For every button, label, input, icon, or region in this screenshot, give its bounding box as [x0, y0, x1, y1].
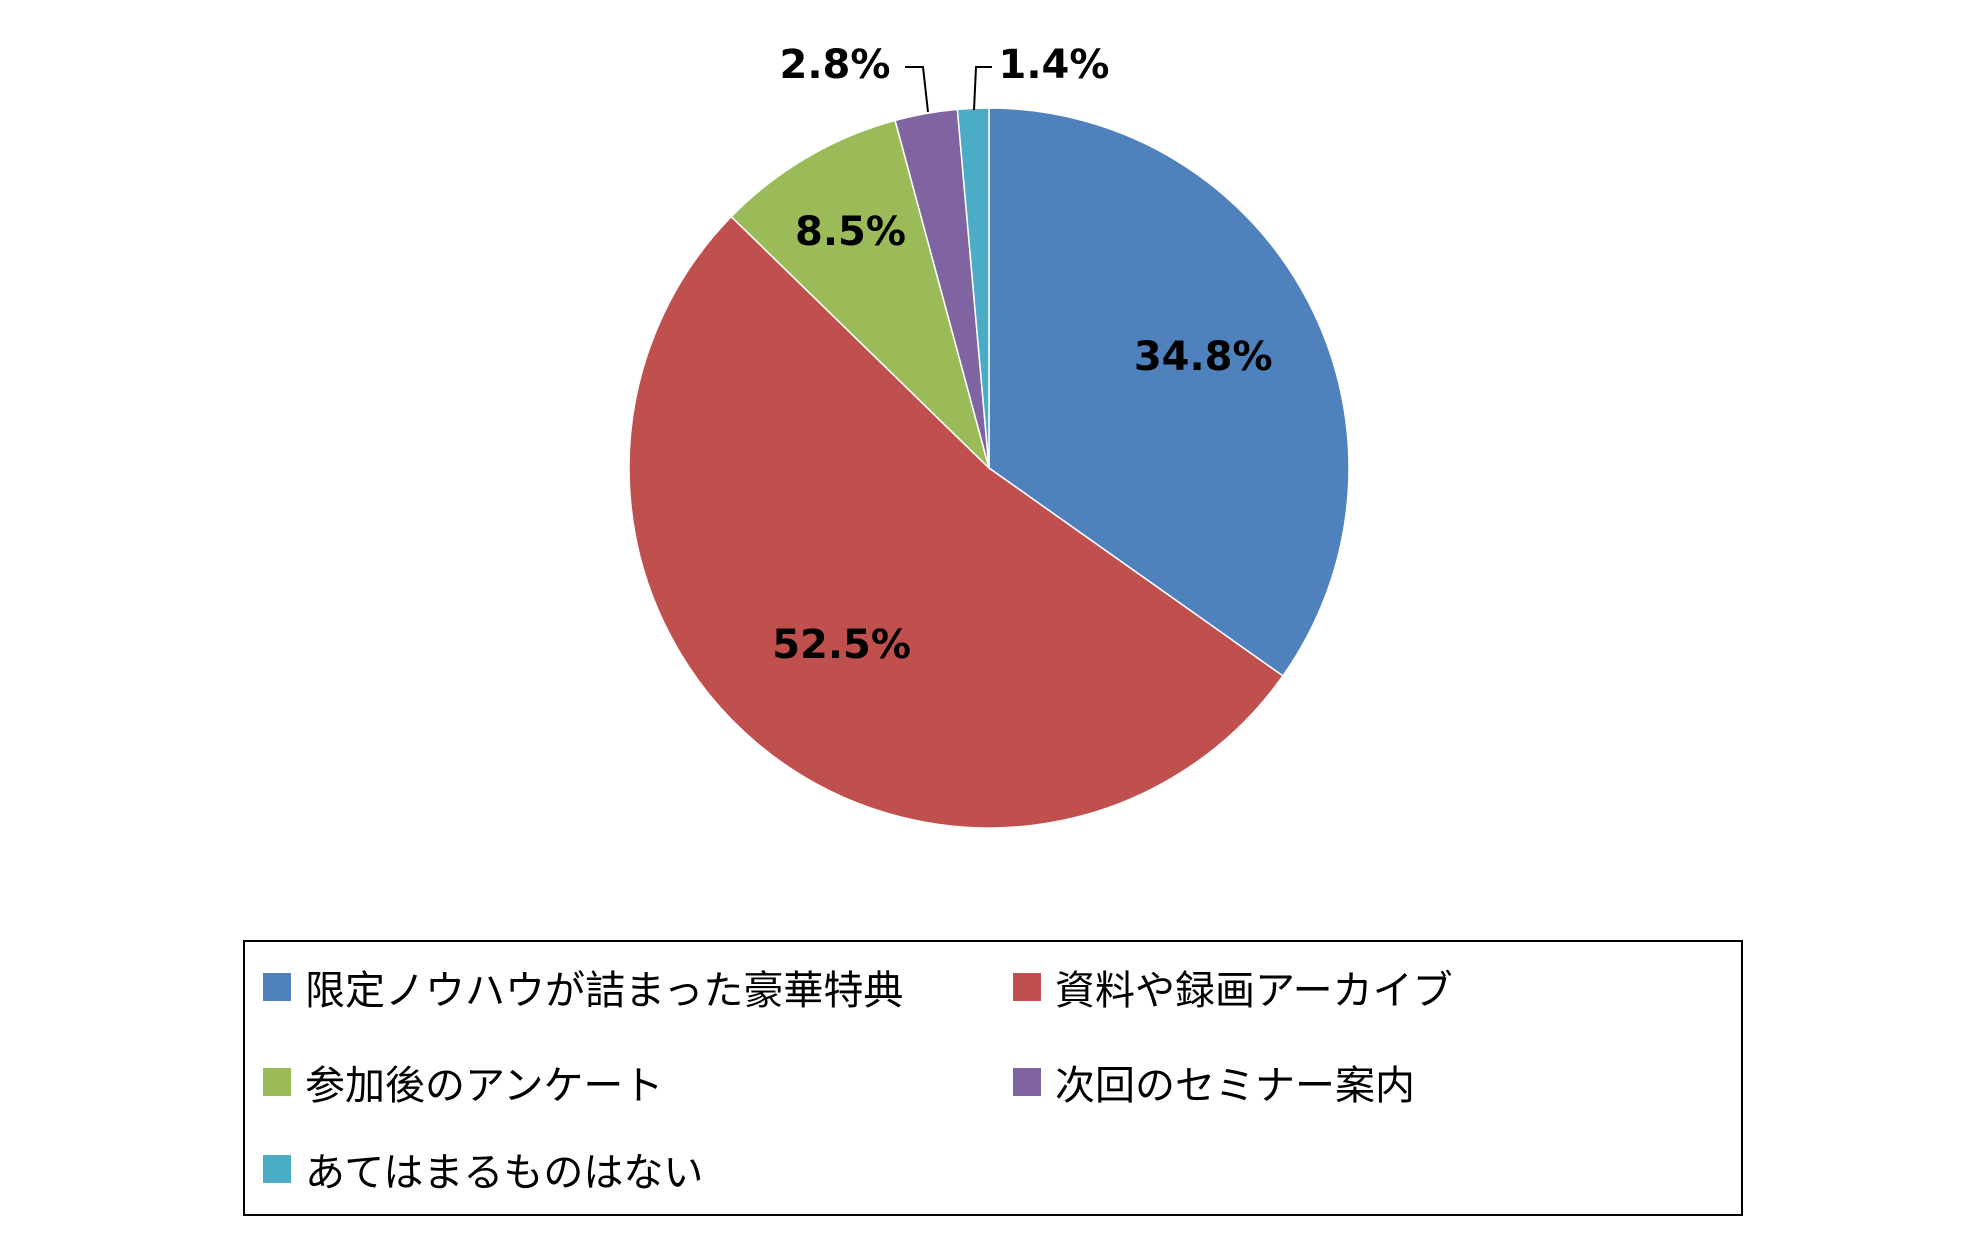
legend-item-none: あてはまるものはない — [263, 1144, 703, 1196]
legend-label-next-seminar: 次回のセミナー案内 — [1055, 1063, 1415, 1109]
legend-label-archive: 資料や録画アーカイブ — [1055, 968, 1453, 1014]
pie-slice-tokuten — [988, 107, 1350, 677]
slice-labels: 34.8% 52.5% 8.5% 2.8% 1.4% — [772, 42, 1272, 668]
slice-label-tokuten: 34.8% — [1134, 334, 1273, 380]
pie-slice-enquete — [730, 119, 991, 471]
legend-label-none: あてはまるものはない — [305, 1150, 704, 1196]
legend-swatch-enquete — [263, 1068, 291, 1096]
leader-line-next-seminar — [905, 66, 929, 113]
legend-item-tokuten: 限定ノウハウが詰まった豪華特典 — [263, 962, 903, 1014]
legend-swatch-archive — [1013, 973, 1041, 1001]
legend-label-enquete: 参加後のアンケート — [305, 1063, 664, 1109]
leader-line-none — [973, 66, 992, 111]
pie-slices — [628, 107, 1350, 829]
slice-label-next-seminar: 2.8% — [780, 42, 891, 88]
legend-item-enquete: 参加後のアンケート — [263, 1057, 663, 1109]
legend-item-next-seminar: 次回のセミナー案内 — [1013, 1057, 1415, 1109]
pie-chart: 34.8% 52.5% 8.5% 2.8% 1.4% — [628, 42, 1350, 829]
legend-swatch-next-seminar — [1013, 1068, 1041, 1096]
legend: 限定ノウハウが詰まった豪華特典 資料や録画アーカイブ 参加後のアンケート 次回の… — [243, 940, 1743, 1216]
legend-label-tokuten: 限定ノウハウが詰まった豪華特典 — [305, 968, 904, 1014]
legend-item-archive: 資料や録画アーカイブ — [1013, 962, 1453, 1014]
slice-label-enquete: 8.5% — [795, 209, 906, 255]
pie-slice-archive — [628, 215, 1284, 829]
slice-label-archive: 52.5% — [772, 622, 911, 668]
leader-lines — [905, 66, 992, 113]
legend-swatch-none — [263, 1155, 291, 1183]
slice-label-none: 1.4% — [999, 42, 1110, 88]
legend-swatch-tokuten — [263, 973, 291, 1001]
